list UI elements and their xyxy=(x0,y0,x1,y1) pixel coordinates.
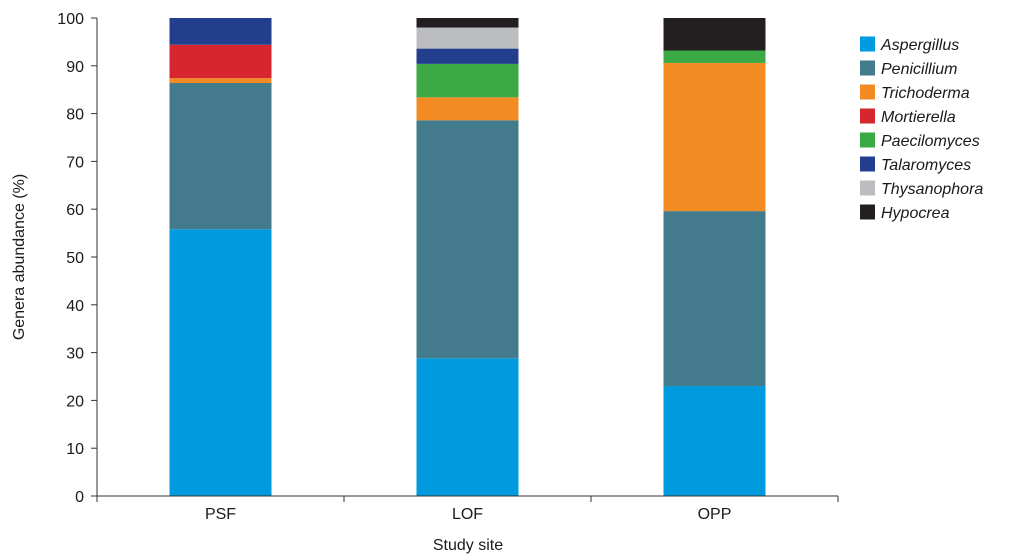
x-tick-label: LOF xyxy=(452,506,483,523)
bar-segment-psf-trichoderma xyxy=(169,78,272,84)
y-tick-label: 100 xyxy=(57,11,84,28)
legend-swatch xyxy=(860,36,875,52)
y-tick-label: 70 xyxy=(66,154,84,171)
bar-segment-psf-aspergillus xyxy=(169,229,272,496)
x-axis: PSF LOF OPP xyxy=(96,495,839,523)
legend-swatch xyxy=(860,156,875,172)
legend-label: Paecilomyces xyxy=(881,133,980,150)
legend-item: Paecilomyces xyxy=(860,132,980,150)
bar-segment-lof-trichoderma xyxy=(416,97,519,121)
legend-item: Talaromyces xyxy=(860,156,971,174)
bar-segment-opp-aspergillus xyxy=(663,386,766,496)
bar-segment-lof-thysanophora xyxy=(416,27,519,49)
bar-segment-psf-penicillium xyxy=(169,83,272,230)
y-axis-title: Genera abundance (%) xyxy=(11,174,28,340)
legend-item: Trichoderma xyxy=(860,84,970,102)
bar-segment-opp-trichoderma xyxy=(663,62,766,212)
bar-segment-lof-paecilomyces xyxy=(416,63,519,98)
y-tick-label: 20 xyxy=(66,393,84,410)
y-tick-label: 10 xyxy=(66,441,84,458)
legend-swatch xyxy=(860,84,875,100)
bar-segment-psf-talaromyces xyxy=(169,18,272,45)
legend: Aspergillus Penicillium Trichoderma Mortier… xyxy=(860,36,983,222)
legend-label: Penicillium xyxy=(881,61,957,78)
y-tick-label: 30 xyxy=(66,346,84,363)
bar-segment-opp-paecilomyces xyxy=(663,50,766,63)
bar-segment-psf-mortierella xyxy=(169,44,272,79)
legend-label: Hypocrea xyxy=(881,205,950,222)
y-tick-label: 40 xyxy=(66,298,84,315)
bar-segment-lof-hypocrea xyxy=(416,18,519,28)
legend-swatch xyxy=(860,108,875,124)
y-tick-label: 0 xyxy=(75,489,84,506)
y-tick-label: 80 xyxy=(66,107,84,124)
y-tick-label: 90 xyxy=(66,59,84,76)
x-tick-label: OPP xyxy=(698,506,732,523)
legend-label: Thysanophora xyxy=(881,181,983,198)
bars xyxy=(169,18,766,496)
bar-segment-lof-aspergillus xyxy=(416,358,519,496)
legend-item: Aspergillus xyxy=(860,36,959,54)
y-tick-label: 60 xyxy=(66,202,84,219)
bar-segment-opp-penicillium xyxy=(663,211,766,387)
y-tick-label: 50 xyxy=(66,250,84,267)
legend-swatch xyxy=(860,180,875,196)
bar-segment-opp-hypocrea xyxy=(663,18,766,51)
legend-item: Mortierella xyxy=(860,108,956,126)
legend-label: Aspergillus xyxy=(880,37,959,54)
legend-item: Penicillium xyxy=(860,60,957,78)
legend-swatch xyxy=(860,132,875,148)
x-axis-title: Study site xyxy=(433,537,503,554)
y-axis: 0 10 20 30 40 50 60 70 80 90 100 xyxy=(57,11,98,506)
legend-label: Talaromyces xyxy=(881,157,971,174)
x-tick-label: PSF xyxy=(205,506,236,523)
legend-swatch xyxy=(860,60,875,76)
legend-label: Mortierella xyxy=(881,109,956,126)
legend-item: Thysanophora xyxy=(860,180,983,198)
legend-item: Hypocrea xyxy=(860,204,950,222)
bar-segment-lof-talaromyces xyxy=(416,48,519,64)
bar-segment-lof-penicillium xyxy=(416,120,519,359)
legend-swatch xyxy=(860,204,875,220)
legend-label: Trichoderma xyxy=(881,85,970,102)
